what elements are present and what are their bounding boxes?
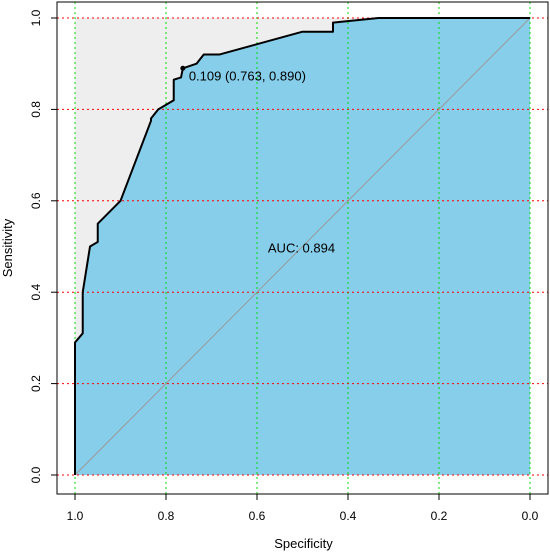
x-axis: 1.0 0.8 0.6 0.4 0.2 0.0 [67, 493, 539, 523]
x-tick-label: 0.4 [340, 509, 357, 523]
auc-label: AUC: 0.894 [268, 241, 335, 256]
x-tick-label: 0.6 [249, 509, 266, 523]
roc-curve [74, 17, 530, 475]
y-tick-label: 1.0 [29, 9, 43, 26]
y-tick-label: 0.2 [29, 375, 43, 392]
y-tick-label: 0.8 [29, 101, 43, 118]
x-tick-label: 1.0 [67, 509, 84, 523]
y-tick-label: 0.6 [29, 192, 43, 209]
x-tick-label: 0.8 [158, 509, 175, 523]
y-axis: 0.0 0.2 0.4 0.6 0.8 1.0 [29, 9, 58, 483]
y-axis-title: Sensitivity [0, 218, 15, 277]
x-tick-label: 0.2 [431, 509, 448, 523]
y-tick-label: 0.0 [29, 466, 43, 483]
x-tick-label: 0.0 [522, 509, 539, 523]
best-threshold-point [180, 65, 186, 71]
best-threshold-label: 0.109 (0.763, 0.890) [189, 68, 306, 83]
x-axis-title: Specificity [274, 536, 333, 551]
chance-diagonal [74, 17, 531, 476]
y-tick-label: 0.4 [29, 284, 43, 301]
